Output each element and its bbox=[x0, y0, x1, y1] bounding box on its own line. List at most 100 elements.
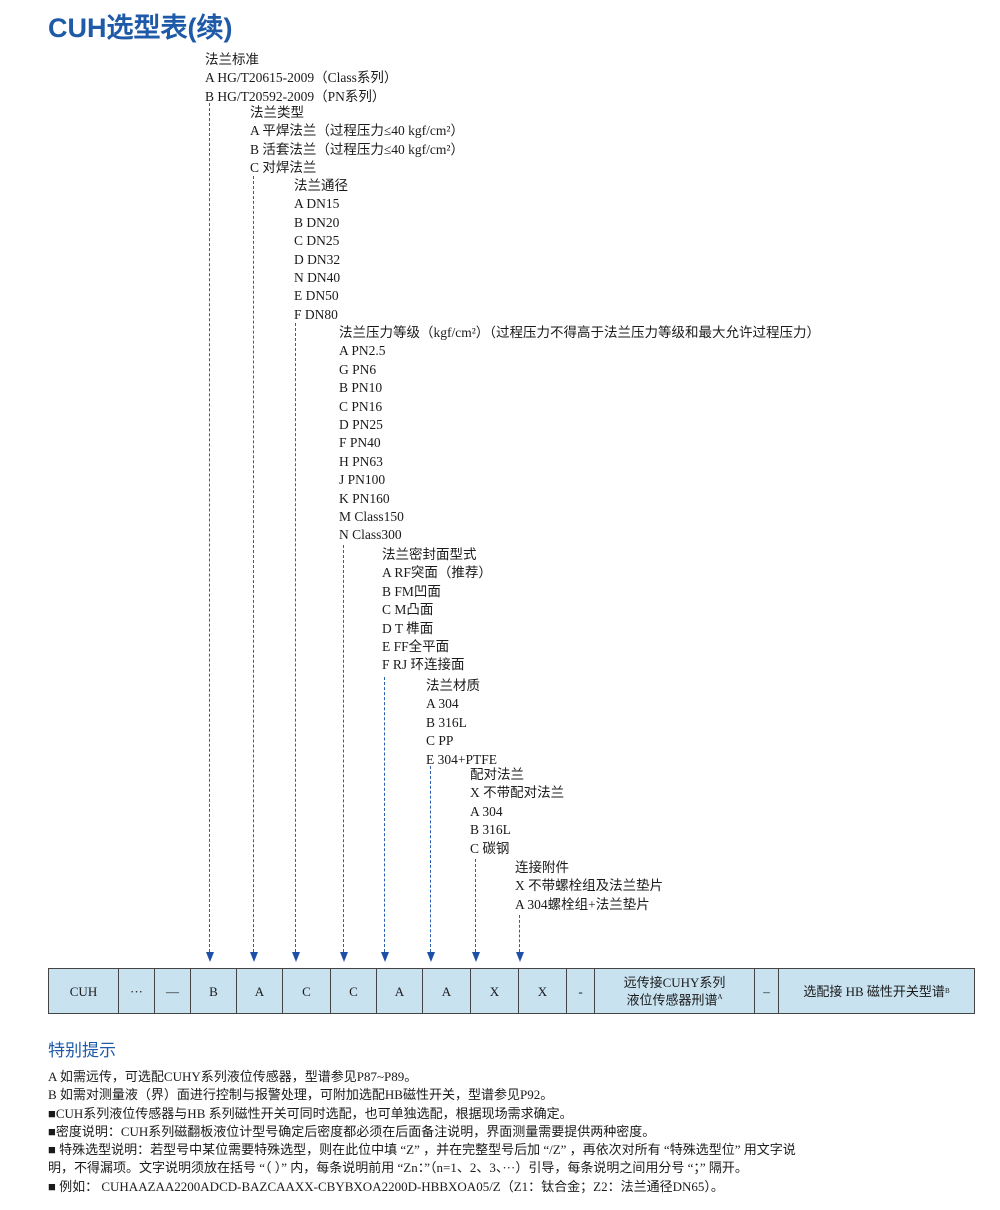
option-item: G PN6 bbox=[339, 361, 377, 377]
option-group: 法兰压力等级（kgf/cm²）（过程压力不得高于法兰压力等级和最大允许过程压力）… bbox=[339, 324, 820, 545]
option-group-header: 法兰密封面型式 bbox=[382, 547, 477, 562]
option-item: X 不带配对法兰 bbox=[470, 785, 565, 801]
arrow-down-icon bbox=[471, 952, 480, 962]
note-line: A 如需远传，可选配CUHY系列液位传感器，型谱参见P87~P89。 bbox=[48, 1069, 418, 1084]
option-item: A RF突面（推荐） bbox=[382, 565, 492, 581]
option-item: B 活套法兰（过程压力≤40 kgf/cm²） bbox=[250, 141, 464, 157]
code-cell: – bbox=[755, 969, 779, 1013]
option-item: A 平焊法兰（过程压力≤40 kgf/cm²） bbox=[250, 123, 464, 139]
option-item: B PN10 bbox=[339, 380, 383, 396]
note-line: ■CUH系列液位传感器与HB 系列磁性开关可同时选配，也可单独选配，根据现场需求… bbox=[48, 1105, 573, 1121]
code-cell: B bbox=[191, 969, 237, 1013]
option-item: M Class150 bbox=[339, 509, 404, 525]
connector-line bbox=[295, 323, 296, 952]
code-cell: C bbox=[283, 969, 331, 1013]
option-group: 配对法兰 X 不带配对法兰 A 304 B 316L C 碳钢 bbox=[470, 766, 564, 858]
code-cell: X bbox=[519, 969, 567, 1013]
arrow-down-icon bbox=[205, 952, 214, 962]
option-item: E FF全平面 bbox=[382, 639, 450, 655]
option-group: 法兰通径 A DN15 B DN20 C DN25 D DN32 N DN40 E DN50… bbox=[294, 177, 348, 324]
option-item: A 304 bbox=[470, 803, 503, 819]
option-item: C PP bbox=[426, 733, 454, 749]
option-item: B 316L bbox=[426, 714, 467, 730]
footnote-b: B bbox=[944, 986, 950, 995]
option-group: 连接附件 X 不带螺栓组及法兰垫片 A 304螺栓组+法兰垫片 bbox=[515, 859, 663, 914]
connector-line bbox=[430, 766, 431, 952]
option-item: C M凸面 bbox=[382, 602, 434, 618]
option-item: A HG/T20615-2009（Class系列） bbox=[205, 70, 398, 86]
connector-line bbox=[475, 859, 476, 952]
arrow-down-icon bbox=[380, 952, 389, 962]
remote-line2-wrap: 液位传感器刑谱A bbox=[626, 990, 722, 1007]
tips-heading: 特别提示 bbox=[48, 1041, 116, 1060]
option-item: J PN100 bbox=[339, 472, 386, 488]
connector-line bbox=[384, 677, 385, 952]
option-item: H PN63 bbox=[339, 453, 383, 469]
remote-line1: 远传接CUHY系列 bbox=[623, 974, 726, 990]
code-cell: A bbox=[423, 969, 471, 1013]
code-cell: CUH bbox=[49, 969, 119, 1013]
option-item: F DN80 bbox=[294, 306, 338, 322]
option-item: X 不带螺栓组及法兰垫片 bbox=[515, 878, 664, 894]
option-item: E DN50 bbox=[294, 288, 339, 304]
magnetic-switch-cell: 选配接 HB 磁性开关型谱 B bbox=[779, 969, 974, 1013]
remote-sensor-cell: 远传接CUHY系列 液位传感器刑谱A bbox=[595, 969, 755, 1013]
option-group-header: 配对法兰 bbox=[470, 767, 524, 782]
connector-line bbox=[519, 915, 520, 952]
code-cell: - bbox=[567, 969, 595, 1013]
option-item: N DN40 bbox=[294, 270, 341, 286]
code-cell: — bbox=[155, 969, 191, 1013]
option-group-header: 法兰标准 bbox=[205, 52, 259, 67]
remote-line2: 液位传感器刑谱 bbox=[626, 992, 718, 1008]
arrow-down-icon bbox=[515, 952, 524, 962]
code-cell: A bbox=[237, 969, 283, 1013]
option-item: D PN25 bbox=[339, 417, 383, 433]
code-cell: X bbox=[471, 969, 519, 1013]
connector-line bbox=[253, 176, 254, 952]
option-item: K PN160 bbox=[339, 490, 390, 506]
option-item: E 304+PTFE bbox=[426, 751, 497, 767]
option-item: A 304螺栓组+法兰垫片 bbox=[515, 896, 650, 912]
option-item: F RJ 环连接面 bbox=[382, 657, 465, 673]
option-group: 法兰材质 A 304 B 316L C PP E 304+PTFE bbox=[426, 677, 497, 769]
notes: A 如需远传，可选配CUHY系列液位传感器，型谱参见P87~P89。 B 如需对测… bbox=[48, 1068, 988, 1196]
arrow-down-icon bbox=[426, 952, 435, 962]
code-cell: A bbox=[377, 969, 423, 1013]
option-item: C 对焊法兰 bbox=[250, 160, 317, 176]
option-group: 法兰标准 A HG/T20615-2009（Class系列） B HG/T20592… bbox=[205, 51, 397, 106]
option-item: F PN40 bbox=[339, 435, 381, 451]
option-item: N Class300 bbox=[339, 527, 402, 543]
option-group-header: 法兰类型 bbox=[250, 105, 304, 120]
option-group-header: 法兰材质 bbox=[426, 678, 480, 693]
model-code-table: CUH ··· — B A C C A A X X - 远传接CUHY系列 液位传感器刑谱A – 选配接 HB… bbox=[48, 968, 975, 1014]
option-item: B DN20 bbox=[294, 214, 340, 230]
arrow-down-icon bbox=[291, 952, 300, 962]
option-item: A DN15 bbox=[294, 196, 340, 212]
note-line: ■ 特殊选型说明：若型号中某位需要特殊选型，则在此位中填 “Z” ，并在完整型号… bbox=[48, 1142, 796, 1158]
connector-line bbox=[343, 545, 344, 952]
note-line: ■密度说明：CUH系列磁翻板液位计型号确定后密度都必须在后面备注说明，界面测量需… bbox=[48, 1123, 656, 1139]
option-item: D DN32 bbox=[294, 251, 341, 267]
option-item: B HG/T20592-2009（PN系列） bbox=[205, 88, 386, 104]
switch-label: 选配接 HB 磁性开关型谱 bbox=[803, 983, 945, 999]
option-group-header: 连接附件 bbox=[515, 860, 569, 875]
code-cell: C bbox=[331, 969, 377, 1013]
option-item: C 碳钢 bbox=[470, 840, 510, 856]
page-title: CUH选型表(续) bbox=[48, 13, 233, 43]
option-item: C DN25 bbox=[294, 233, 340, 249]
option-item: B 316L bbox=[470, 822, 511, 838]
option-item: C PN16 bbox=[339, 398, 383, 414]
option-item: A PN2.5 bbox=[339, 343, 386, 359]
connector-line bbox=[209, 103, 210, 952]
option-group: 法兰密封面型式 A RF突面（推荐） B FM凹面 C M凸面 D T 榫面 E FF全平… bbox=[382, 546, 492, 675]
option-group: 法兰类型 A 平焊法兰（过程压力≤40 kgf/cm²） B 活套法兰（过程压力≤4… bbox=[250, 104, 464, 178]
code-cell: ··· bbox=[119, 969, 155, 1013]
note-line: B 如需对测量液（界）面进行控制与报警处理，可附加选配HB磁性开关，型谱参见P9… bbox=[48, 1087, 554, 1103]
note-line: ■ 例如： CUHAAZAA2200ADCD-BAZCAAXX-CBYBXOA2… bbox=[48, 1178, 724, 1194]
option-group-header: 法兰通径 bbox=[294, 178, 348, 193]
arrow-down-icon bbox=[249, 952, 258, 962]
arrow-down-icon bbox=[339, 952, 348, 962]
option-item: A 304 bbox=[426, 696, 459, 712]
option-item: D T 榫面 bbox=[382, 620, 434, 636]
